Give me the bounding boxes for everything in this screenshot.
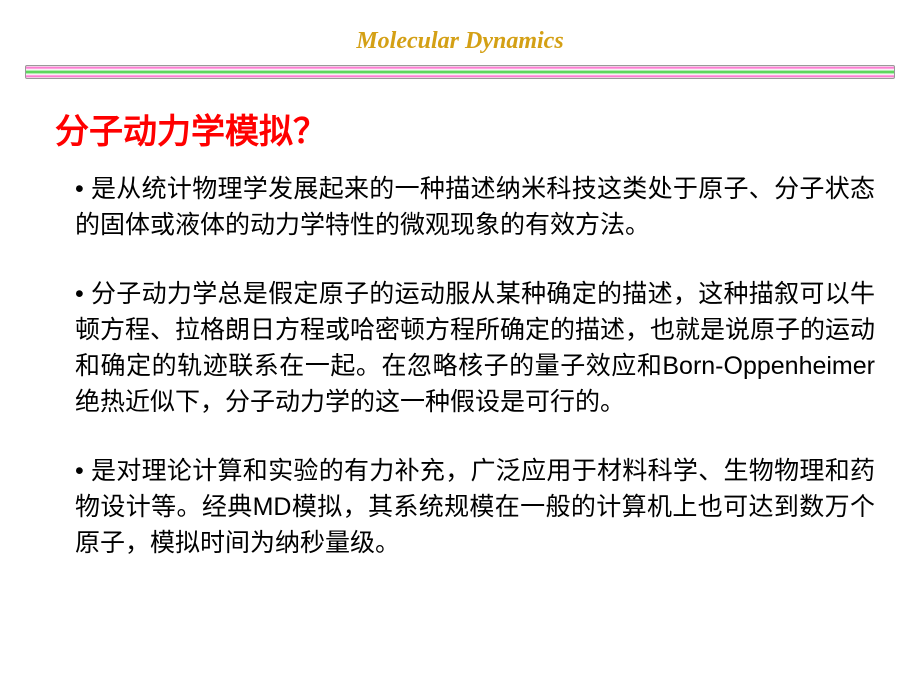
- main-heading: 分子动力学模拟？: [55, 104, 875, 153]
- header-title: Molecular Dynamics: [0, 0, 920, 65]
- divider-bar: [25, 65, 895, 79]
- content-area: 分子动力学模拟？ • 是从统计物理学发展起来的一种描述纳米科技这类处于原子、分子…: [0, 79, 920, 561]
- paragraph-3: • 是对理论计算和实验的有力补充，广泛应用于材料科学、生物物理和药物设计等。经典…: [55, 453, 875, 562]
- paragraph-2: • 分子动力学总是假定原子的运动服从某种确定的描述，这种描叙可以牛顿方程、拉格朗…: [55, 276, 875, 421]
- paragraph-1: • 是从统计物理学发展起来的一种描述纳米科技这类处于原子、分子状态的固体或液体的…: [55, 171, 875, 244]
